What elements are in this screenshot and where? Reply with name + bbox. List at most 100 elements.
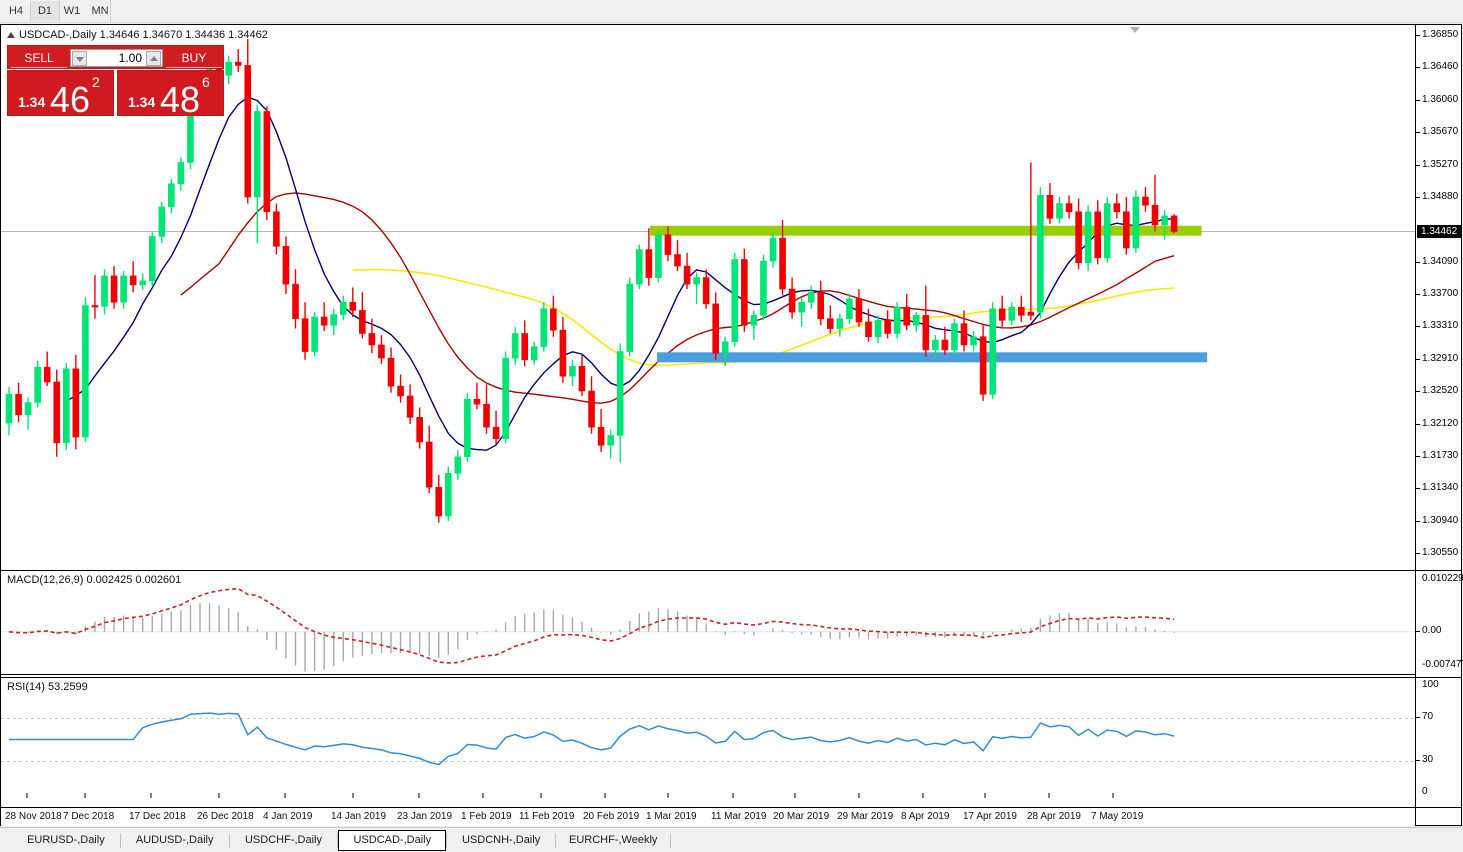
price-scale-tick [1416, 456, 1420, 457]
chart-tab-usdcnh[interactable]: USDCNH-,Daily [461, 834, 541, 846]
price-scale-tick [1416, 100, 1420, 101]
macd-scale-label: 0.010229 [1422, 573, 1463, 584]
sell-price-prefix: 1.34 [18, 94, 46, 110]
trade-panel-header: SELL 1.00 BUY [7, 45, 224, 69]
rsi-caption: RSI(14) 53.2599 [7, 681, 88, 693]
current-price-badge: 1.34462 [1417, 225, 1461, 239]
price-scale-label: 1.32120 [1422, 417, 1459, 429]
sell-price-main: 46 [50, 79, 91, 116]
timeframe-h4[interactable]: H4 [8, 5, 24, 17]
time-axis-label: 14 Jan 2019 [331, 811, 387, 822]
price-scale-tick [1416, 294, 1420, 295]
volume-decrease-button[interactable] [72, 51, 87, 66]
rsi-pane[interactable]: RSI(14) 53.2599 [1, 677, 1415, 807]
price-scale-label: 1.32910 [1422, 352, 1459, 364]
price-scale-label: 1.36460 [1422, 61, 1459, 73]
chart-tab-usdchf[interactable]: USDCHF-,Daily [244, 834, 322, 846]
macd-caption: MACD(12,26,9) 0.002425 0.002601 [7, 574, 182, 586]
price-pane[interactable]: USDCAD-,Daily 1.34646 1.34670 1.34436 1.… [1, 25, 1415, 567]
time-axis-label: 4 Jan 2019 [263, 811, 313, 822]
chart-tab-eurusd[interactable]: EURUSD-,Daily [27, 834, 105, 846]
time-axis-label: 26 Dec 2018 [197, 811, 254, 822]
rsi-scale-tick [1416, 760, 1420, 761]
tab-divider [337, 833, 339, 848]
volume-field[interactable]: 1.00 [70, 49, 163, 67]
price-scale-tick [1416, 553, 1420, 554]
pane-collapse-icon[interactable] [1130, 27, 1140, 33]
price-scale-label: 1.34880 [1422, 190, 1459, 202]
rsi-scale-tick [1416, 717, 1420, 718]
price-scale-tick [1416, 197, 1420, 198]
time-axis-label: 11 Feb 2019 [519, 811, 575, 822]
chart-tab-eurchf[interactable]: EURCHF-,Weekly [568, 834, 658, 846]
price-candlestick-plot [1, 35, 1415, 554]
tab-divider [670, 833, 672, 848]
one-click-trade-panel[interactable]: SELL 1.00 BUY 1.34 46 2 1.34 48 6 [7, 45, 224, 117]
rsi-plot [1, 712, 1415, 798]
volume-increase-button[interactable] [146, 51, 161, 66]
time-axis-label: 29 Mar 2019 [837, 811, 894, 822]
price-scale-label: 1.30550 [1422, 547, 1459, 558]
price-scale-label: 1.35670 [1422, 126, 1459, 138]
price-scale-tick [1416, 521, 1420, 522]
price-scale[interactable]: 1.36850 1.36460 1.36060 1.35670 1.35270 1.348… [1415, 25, 1463, 825]
scale-divider [1416, 677, 1462, 678]
time-axis-label: 17 Apr 2019 [963, 811, 1017, 822]
chart-tab-audusd[interactable]: AUDUSD-,Daily [135, 834, 214, 846]
collapse-arrow-icon[interactable] [7, 32, 15, 38]
price-scale-label: 1.31340 [1422, 482, 1459, 494]
toolbar-divider [110, 0, 111, 22]
rsi-scale-label: 0 [1422, 786, 1428, 797]
price-scale-tick [1416, 359, 1420, 360]
tab-divider [119, 833, 121, 848]
price-scale-tick [1416, 488, 1420, 489]
chevron-down-icon [76, 57, 84, 62]
price-scale-tick [1416, 165, 1420, 166]
timeframe-w1[interactable]: W1 [63, 5, 81, 17]
price-scale-label: 1.31730 [1422, 449, 1459, 461]
time-axis-label: 8 Apr 2019 [901, 811, 950, 822]
macd-pane[interactable]: MACD(12,26,9) 0.002425 0.002601 [1, 570, 1415, 675]
buy-price-prefix: 1.34 [128, 94, 156, 110]
sell-price-fraction: 2 [92, 74, 100, 90]
sell-label[interactable]: SELL [11, 49, 67, 68]
price-scale-tick [1416, 424, 1420, 425]
time-axis-label: 28 Nov 2018 [5, 811, 62, 822]
macd-scale-label: 0.00 [1422, 624, 1442, 636]
sell-button[interactable]: 1.34 46 2 [7, 70, 114, 116]
buy-label[interactable]: BUY [166, 49, 222, 68]
price-scale-tick [1416, 391, 1420, 392]
scale-divider [1416, 807, 1462, 808]
time-axis-label: 7 May 2019 [1091, 811, 1144, 822]
price-scale-tick [1416, 67, 1420, 68]
chart-frame: USDCAD-,Daily 1.34646 1.34670 1.34436 1.… [0, 24, 1463, 826]
time-axis-label: 17 Dec 2018 [129, 811, 186, 822]
price-scale-label: 1.36850 [1422, 29, 1459, 40]
tab-divider [228, 833, 230, 848]
buy-button[interactable]: 1.34 48 6 [117, 70, 224, 116]
price-scale-label: 1.34090 [1422, 255, 1459, 267]
macd-scale-label: -0.007477 [1422, 659, 1463, 670]
chart-caption: USDCAD-,Daily 1.34646 1.34670 1.34436 1.… [19, 29, 268, 41]
timeframe-mn[interactable]: MN [91, 5, 109, 17]
price-scale-label: 1.32520 [1422, 385, 1459, 397]
buy-price-main: 48 [160, 79, 201, 116]
tab-divider [555, 833, 556, 848]
timeframe-d1[interactable]: D1 [30, 1, 60, 21]
buy-price-fraction: 6 [202, 74, 210, 90]
time-axis-label: 11 Mar 2019 [711, 811, 767, 822]
chart-tab-usdcad[interactable]: USDCAD-,Daily [338, 830, 447, 851]
price-scale-label: 1.33700 [1422, 288, 1459, 299]
chevron-up-icon [150, 56, 158, 61]
price-scale-label: 1.33310 [1422, 320, 1459, 332]
tab-divider [446, 833, 448, 848]
macd-scale-tick [1416, 630, 1420, 632]
rsi-scale-label: 100 [1422, 679, 1439, 690]
time-axis-label: 1 Feb 2019 [461, 811, 512, 822]
time-axis-label: 7 Dec 2018 [63, 811, 115, 822]
macd-plot [1, 587, 1415, 672]
time-axis: 28 Nov 2018 7 Dec 2018 17 Dec 2018 26 Dec 2… [1, 807, 1415, 826]
price-scale-label: 1.35270 [1422, 158, 1459, 170]
volume-value: 1.00 [118, 51, 142, 65]
